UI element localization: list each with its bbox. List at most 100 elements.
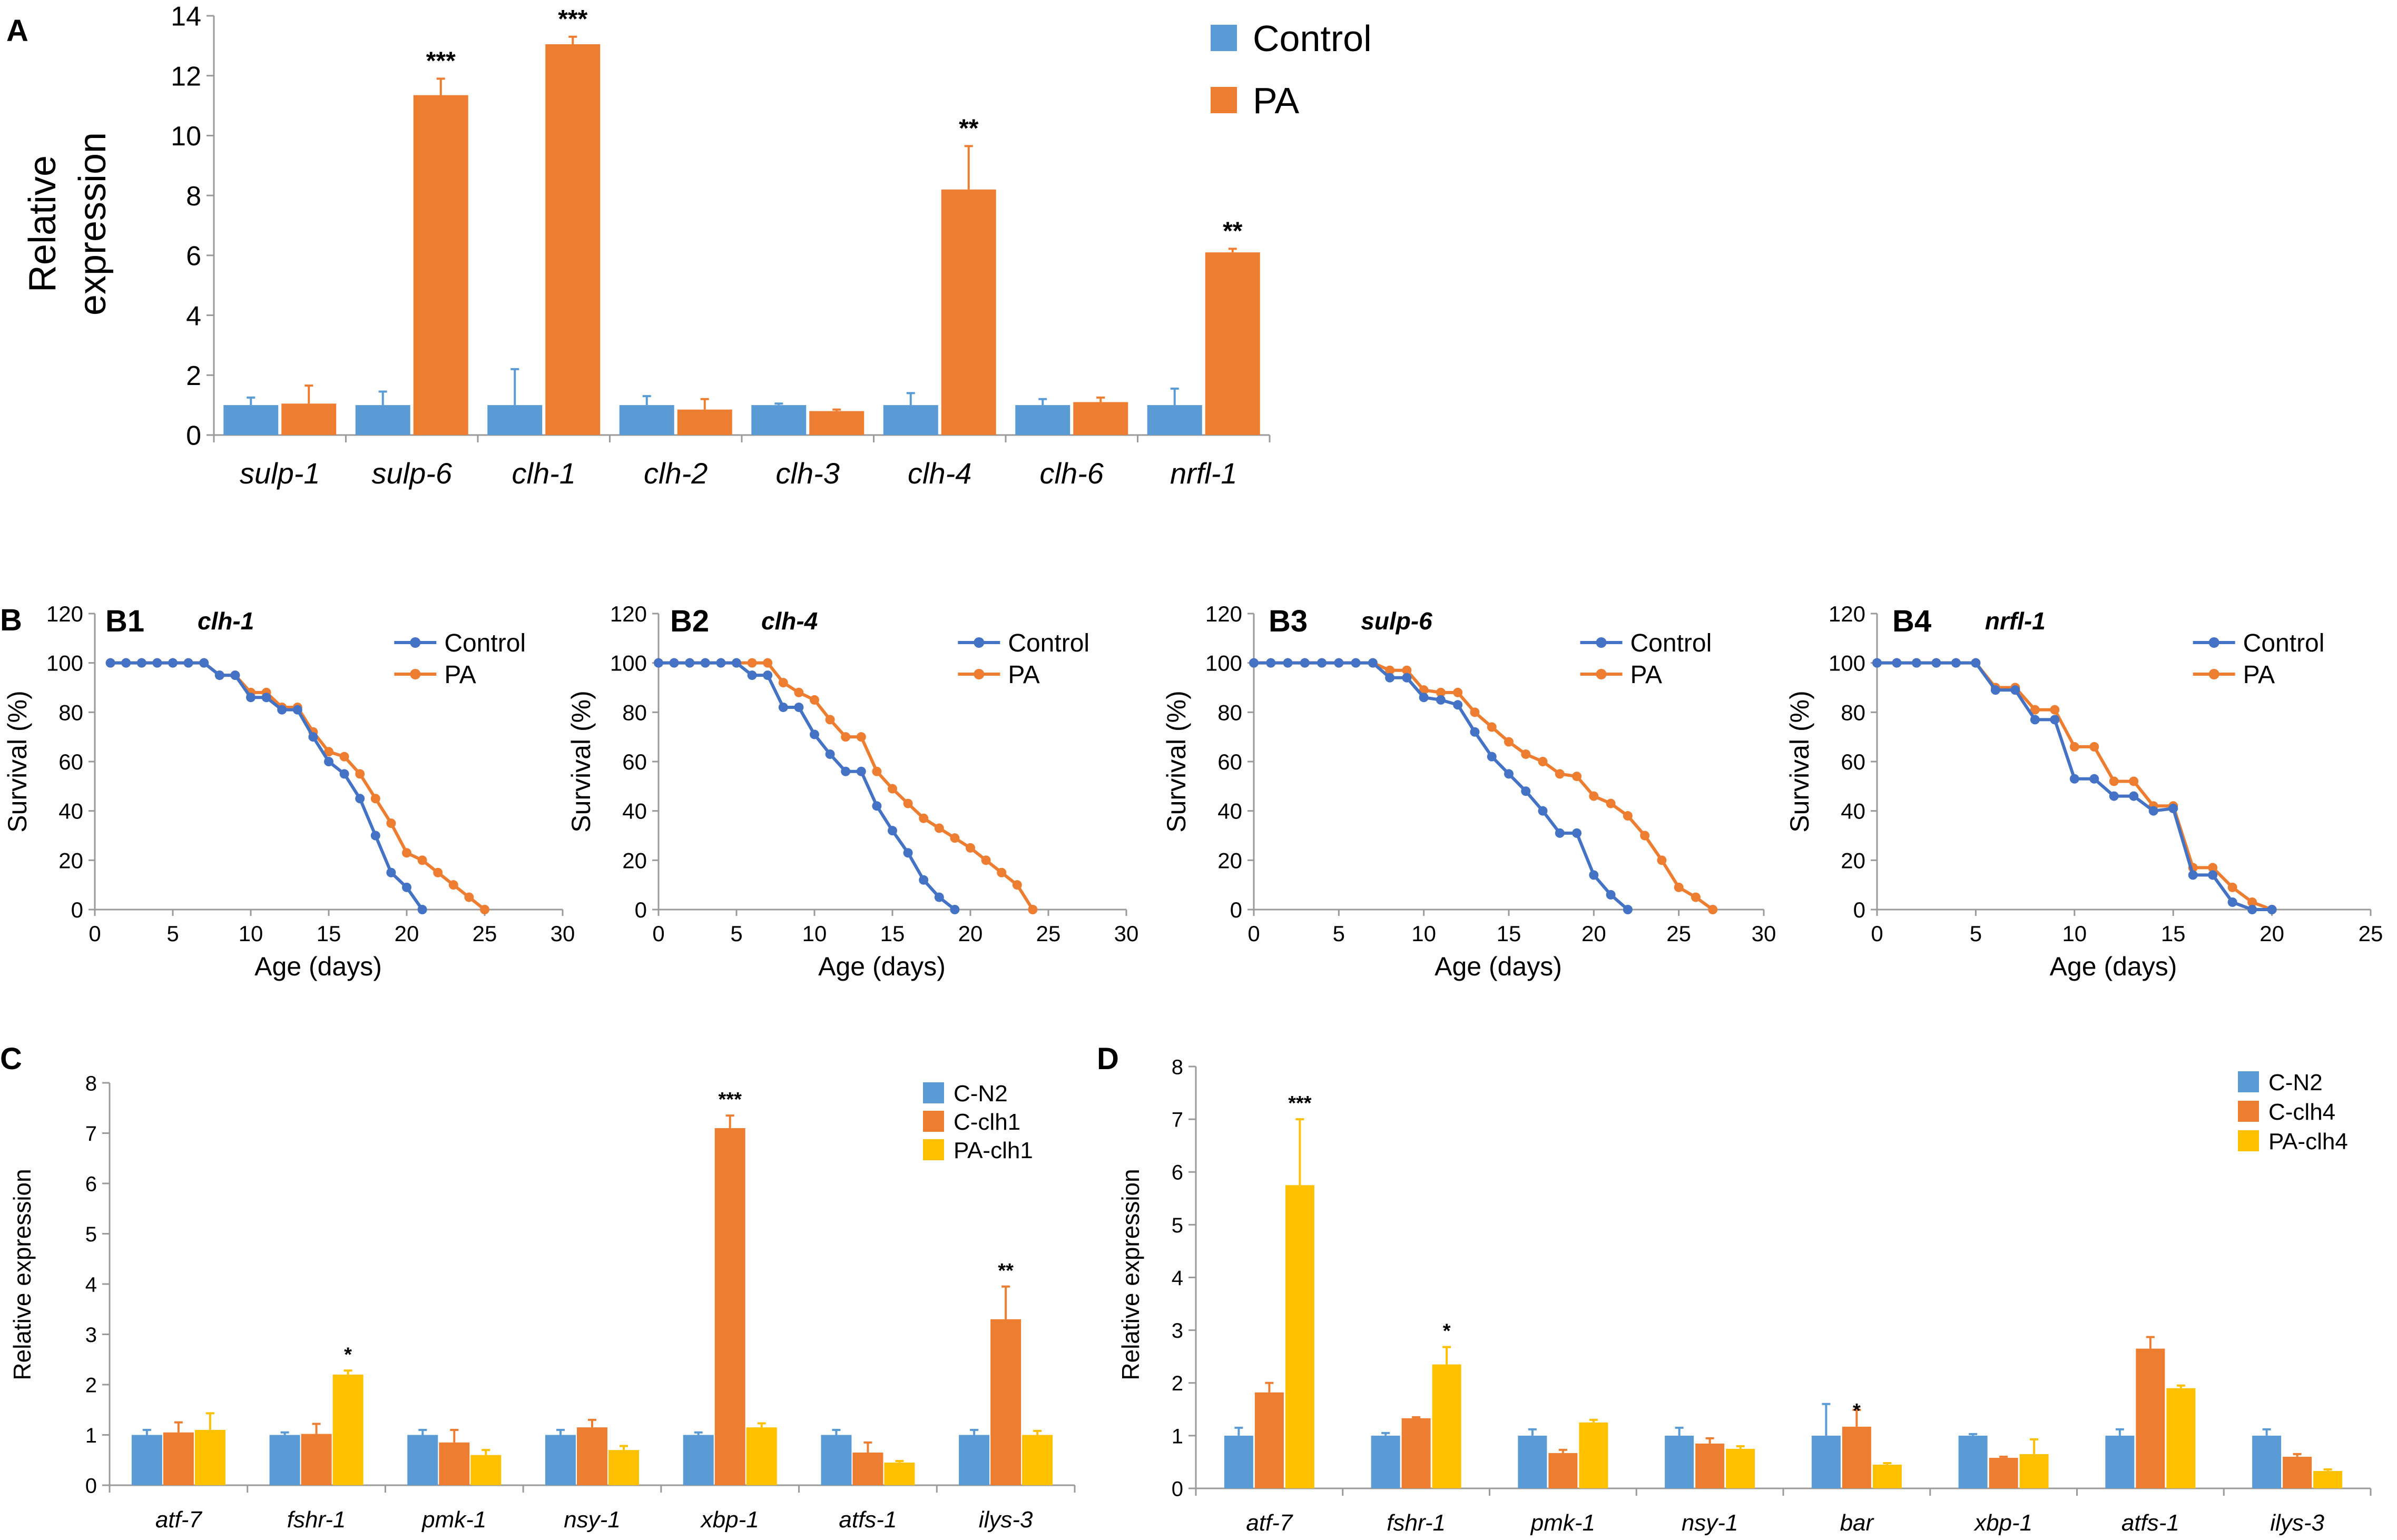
data-point-Control	[950, 905, 960, 914]
data-point-PA	[903, 798, 913, 808]
legend-label: Control	[1630, 629, 1712, 657]
data-point-Control	[841, 766, 851, 776]
data-point-PA	[981, 855, 991, 865]
data-point-Control	[1606, 890, 1616, 900]
y-tick-label: 0	[635, 897, 647, 922]
data-point-Control	[1419, 693, 1429, 703]
y-tick-label: 5	[1172, 1214, 1183, 1237]
bar-Control-clh-1	[487, 405, 543, 435]
x-tick-label: 20	[1581, 921, 1606, 946]
data-point-Control	[778, 702, 788, 712]
x-tick-label: 0	[652, 921, 664, 946]
bar-PA-clh4-atfs-1	[2166, 1388, 2196, 1488]
bar-Control-sulp-6	[355, 405, 410, 435]
y-tick-label: 12	[171, 61, 201, 92]
data-point-Control	[700, 658, 710, 668]
category-label: pmk-1	[1530, 1510, 1595, 1536]
category-label: xbp-1	[1973, 1510, 2032, 1536]
data-point-PA	[1436, 687, 1446, 697]
data-point-PA	[1708, 905, 1718, 914]
y-tick-label: 6	[85, 1172, 97, 1196]
bar-Control-clh-3	[751, 405, 807, 435]
y-tick-label: 4	[1172, 1267, 1183, 1290]
data-point-Control	[1555, 828, 1565, 838]
data-point-Control	[685, 658, 695, 668]
significance-mark: ***	[558, 5, 587, 33]
data-point-Control	[105, 658, 115, 668]
y-tick-label: 60	[622, 749, 647, 774]
panel-D: 0 1 2 3 4 5 6 7 8 *** atf-7 * fshr-1 pmk-1 nsy-1 * bar xb…	[1097, 1042, 2372, 1536]
data-point-Control	[1334, 658, 1344, 668]
bar-C-clh4-nsy-1	[1695, 1443, 1725, 1488]
bar-C-clh1-fshr-1	[301, 1434, 332, 1485]
bar-C-clh1-pmk-1	[439, 1442, 470, 1485]
data-point-PA	[1691, 892, 1701, 902]
data-point-PA	[950, 833, 960, 843]
bar-PA-clh4-atf-7	[1285, 1185, 1314, 1488]
data-point-Control	[747, 670, 757, 680]
bar-C-N2-fshr-1	[269, 1435, 300, 1485]
bar-PA-clh1-atfs-1	[884, 1463, 915, 1485]
data-point-Control	[1504, 769, 1514, 779]
bar-PA-clh4-nsy-1	[1726, 1448, 1755, 1488]
panel-B4: 0 20 40 60 80 100 120 0 5 10 15 20 25 Age (days) Survi…	[1785, 601, 2383, 981]
data-point-Control	[763, 670, 773, 680]
x-tick-label: 10	[239, 921, 263, 946]
data-point-Control	[1317, 658, 1327, 668]
chart-title: clh-4	[761, 607, 818, 635]
data-point-PA	[2030, 705, 2040, 715]
bar-C-N2-pmk-1	[1518, 1435, 1547, 1488]
category-label: clh-3	[776, 457, 840, 490]
y-axis-title: expression	[72, 132, 114, 315]
legend-label: C-clh1	[954, 1109, 1020, 1135]
data-point-Control	[136, 658, 146, 668]
data-point-Control	[402, 882, 411, 892]
y-tick-label: 4	[85, 1273, 97, 1296]
data-point-Control	[246, 693, 256, 703]
category-label: sulp-6	[371, 457, 452, 490]
legend-label: PA-clh1	[954, 1138, 1033, 1163]
data-point-PA	[2050, 705, 2060, 715]
data-point-Control	[2168, 803, 2178, 813]
legend-label: PA	[2243, 661, 2275, 689]
bar-C-N2-nsy-1	[545, 1435, 576, 1485]
x-tick-label: 0	[89, 921, 101, 946]
category-label: nrfl-1	[1170, 457, 1237, 490]
data-point-PA	[355, 769, 365, 779]
data-point-PA	[778, 678, 788, 688]
data-point-PA	[2208, 863, 2218, 873]
data-point-PA	[1657, 855, 1667, 865]
data-point-Control	[2069, 774, 2079, 784]
x-tick-label: 5	[166, 921, 179, 946]
data-point-PA	[2227, 882, 2237, 892]
bar-PA-clh1-atf-7	[194, 1429, 225, 1485]
data-point-PA	[888, 784, 897, 794]
legend-swatch	[1211, 87, 1237, 113]
data-point-Control	[199, 658, 209, 668]
y-tick-label: 8	[186, 181, 201, 212]
data-point-Control	[1572, 828, 1582, 838]
x-tick-label: 20	[2260, 921, 2284, 946]
x-axis-title: Age (days)	[1435, 952, 1562, 981]
legend-marker	[410, 669, 421, 679]
bar-PA-nrfl-1	[1205, 252, 1260, 435]
legend-swatch	[1211, 25, 1237, 51]
data-point-Control	[1931, 658, 1941, 668]
data-point-PA	[841, 732, 851, 742]
data-point-PA	[1589, 791, 1599, 801]
data-point-Control	[308, 732, 318, 742]
data-point-Control	[2050, 715, 2060, 725]
y-axis-title: Relative expression	[1117, 1169, 1144, 1380]
bar-PA-clh4-xbp-1	[2019, 1454, 2049, 1488]
chart-title: sulp-6	[1361, 607, 1432, 635]
significance-mark: *	[344, 1344, 352, 1366]
bar-C-N2-xbp-1	[683, 1435, 714, 1485]
y-tick-label: 40	[622, 799, 647, 824]
x-tick-label: 10	[802, 921, 827, 946]
panel-A: 0 2 4 6 8 10 12 14 sulp-1 *** sulp-6 *** clh-1 clh-2 c…	[6, 2, 1372, 490]
data-point-Control	[1368, 658, 1378, 668]
bar-C-N2-atfs-1	[2105, 1435, 2135, 1488]
bar-Control-clh-4	[883, 405, 938, 435]
y-tick-label: 10	[171, 121, 201, 152]
data-point-Control	[168, 658, 178, 668]
